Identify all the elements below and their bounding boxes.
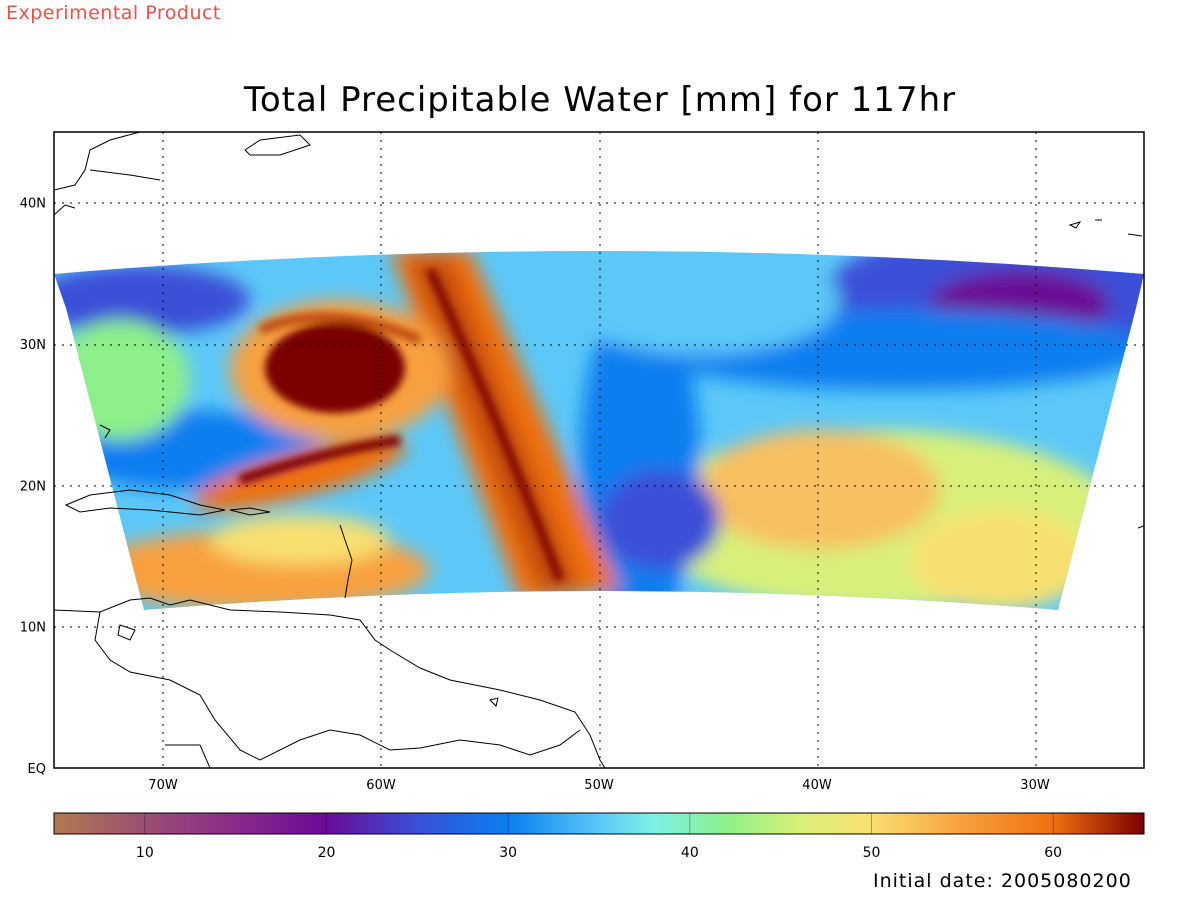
lat-tick-label: 10N [20,621,46,636]
lon-tick-label: 30W [1020,778,1050,793]
colorbar-tick-labels: 10 20 30 40 50 60 [136,813,1062,861]
page-title: Total Precipitable Water [mm] for 117hr [243,80,957,120]
colorbar-tick-label: 10 [136,845,154,861]
colorbar-tick-label: 60 [1044,845,1062,861]
lat-tick-label: 20N [20,479,46,494]
lat-tick-label: 30N [20,338,46,353]
lon-tick-label: 60W [366,778,396,793]
lon-tick-label: 40W [802,778,832,793]
colorbar-tick-label: 50 [863,845,881,861]
longitude-tick-labels: 70W 60W 50W 40W 30W [148,778,1050,793]
colorbar [53,812,1145,835]
latitude-tick-labels: EQ 10N 20N 30N 40N [20,197,46,777]
experimental-product-label: Experimental Product [6,2,221,24]
tpw-field [54,251,1144,610]
coastlines [54,132,1144,768]
lon-tick-label: 50W [584,778,614,793]
colorbar-tick-label: 30 [499,845,517,861]
colorbar-tick-label: 20 [318,845,336,861]
lon-tick-label: 70W [148,778,178,793]
colorbar-tick-label: 40 [681,845,699,861]
map-gridlines [54,132,1144,768]
initial-date-label: Initial date: 2005080200 [873,870,1132,892]
lat-tick-label: EQ [28,762,46,777]
map-frame [53,131,1145,769]
lat-tick-label: 40N [20,197,46,212]
